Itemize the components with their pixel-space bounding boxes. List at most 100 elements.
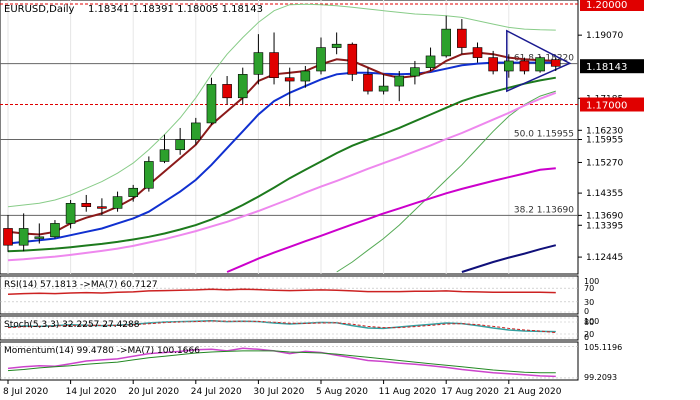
candle[interactable] (472, 42, 483, 63)
candle[interactable] (519, 57, 530, 75)
symbol-label: EURUSD,Daily (4, 4, 75, 15)
price-tick-label: 1.13395 (586, 221, 623, 231)
candle[interactable] (237, 67, 248, 105)
candle[interactable] (206, 77, 217, 125)
stochastic-series-1 (7, 320, 556, 334)
candle[interactable] (316, 37, 326, 75)
date-label: 5 Aug 2020 (316, 387, 368, 397)
fib-label: 38.2 1.13690 (514, 205, 574, 215)
date-label: 11 Aug 2020 (379, 387, 437, 397)
rsi-plot (0, 277, 578, 313)
momentum-plot (0, 346, 578, 379)
price-tick-label: 1.19070 (586, 31, 623, 41)
stochastic-axis-label: 80 (584, 318, 594, 327)
date-label: 24 Jul 2020 (191, 387, 242, 397)
candlesticks[interactable] (3, 15, 561, 252)
candle-body (394, 75, 405, 87)
candle-body (18, 228, 29, 246)
price-tick-label: 1.14355 (586, 189, 623, 199)
ma-line-blue (7, 61, 556, 245)
stoch-label: Stoch(5,3,3) 32.2257 27.4288 (4, 320, 140, 330)
candle[interactable] (331, 32, 342, 55)
candle[interactable] (550, 57, 561, 71)
candle-body (65, 203, 76, 224)
candle-body (503, 60, 514, 72)
candle[interactable] (112, 191, 123, 212)
candle-body (347, 43, 358, 75)
price-tick-label: 1.12445 (586, 253, 623, 263)
ma-line-pink (7, 91, 557, 262)
candle[interactable] (284, 67, 295, 107)
rsi-axis-label: 0 (584, 307, 589, 316)
candle-body (378, 85, 389, 92)
candle-body (144, 161, 154, 189)
candle[interactable] (159, 134, 170, 164)
price-tick-label: 1.13690 (586, 211, 623, 221)
candle-body (269, 52, 279, 79)
price-tick-label: 1.16230 (586, 126, 623, 136)
ma-line-green (7, 76, 556, 253)
candle-body (206, 84, 217, 124)
date-label: 8 Jul 2020 (3, 387, 48, 397)
ma-line-maroon (7, 51, 556, 236)
candle[interactable] (81, 194, 92, 212)
current-price-tag (580, 59, 644, 74)
candle[interactable] (65, 199, 76, 229)
candle[interactable] (394, 71, 405, 102)
momentum-series-1 (7, 350, 556, 374)
candle-body (34, 236, 45, 239)
candle[interactable] (191, 117, 201, 145)
candle[interactable] (378, 74, 389, 95)
candle[interactable] (222, 76, 232, 105)
price-pane (0, 0, 579, 275)
candle[interactable] (503, 54, 514, 78)
candle[interactable] (34, 223, 45, 244)
candle[interactable] (457, 19, 467, 55)
candle-body (410, 67, 420, 77)
candle-body (425, 55, 436, 68)
candle-body (316, 47, 326, 72)
candle[interactable] (363, 67, 373, 95)
candle-body (128, 187, 138, 197)
price-tick-label: 1.15955 (586, 136, 623, 146)
candle-body (331, 43, 342, 48)
level-price-text: 1.20000 (586, 0, 627, 11)
momentum-axis: 105.1196 99.2093 (584, 343, 622, 382)
rsi-axis-label: 70 (584, 284, 594, 293)
ma-line-magenta (226, 167, 556, 273)
candle[interactable] (144, 156, 154, 192)
candle-body (112, 196, 123, 209)
candle[interactable] (347, 42, 358, 82)
ma-line-bollinger_upper (7, 3, 556, 208)
candle-body (97, 206, 107, 209)
candle[interactable] (50, 220, 60, 239)
ohlc-label: 1.18341 1.18391 1.18005 1.18143 (88, 4, 263, 15)
candle[interactable] (441, 15, 452, 58)
candle[interactable] (128, 184, 138, 202)
candle-body (550, 59, 561, 67)
candle-body (488, 57, 498, 72)
momentum-label: Momentum(14) 99.4780 ->MA(7) 100.1666 (4, 346, 200, 356)
candle-body (284, 77, 295, 82)
date-label: 17 Aug 2020 (441, 387, 499, 397)
candle[interactable] (97, 198, 107, 216)
candle[interactable] (269, 32, 279, 85)
moving-averages (7, 3, 557, 273)
candle-body (3, 228, 13, 246)
date-label: 21 Aug 2020 (504, 387, 562, 397)
candle[interactable] (253, 34, 264, 85)
candle[interactable] (175, 127, 185, 155)
price-axis: 1.200001.190701.181431.171851.170001.162… (578, 0, 644, 263)
stochastic-axis-label: 20 (584, 330, 594, 339)
candle[interactable] (425, 47, 436, 71)
date-label: 30 Jul 2020 (253, 387, 304, 397)
price-tick-label: 1.15270 (586, 158, 623, 168)
candle[interactable] (410, 60, 420, 85)
candle[interactable] (18, 213, 29, 252)
candle[interactable] (300, 65, 311, 88)
candle[interactable] (488, 50, 498, 75)
candle[interactable] (3, 215, 13, 252)
candle[interactable] (535, 55, 545, 73)
